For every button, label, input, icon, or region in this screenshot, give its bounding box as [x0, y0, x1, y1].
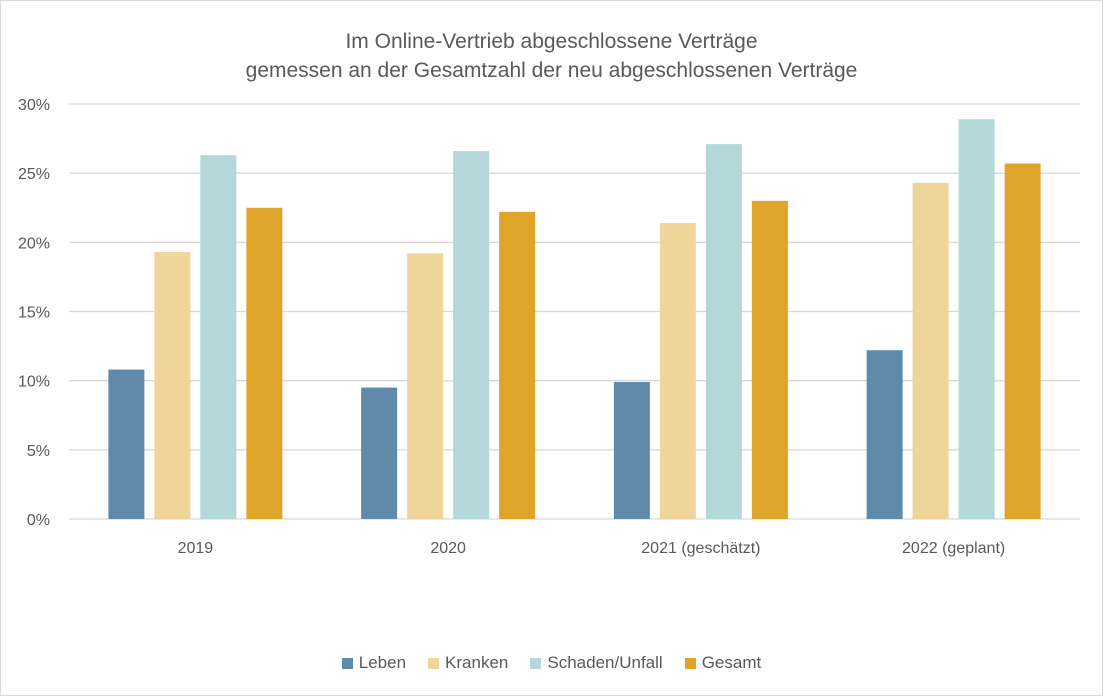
legend-label: Gesamt: [701, 653, 762, 672]
y-tick-label: 15%: [18, 305, 50, 322]
bar-gesamt-1: [499, 211, 536, 519]
chart-title-block: Im Online-Vertrieb abgeschlossene Verträ…: [1, 27, 1102, 85]
bar-leben-2: [613, 382, 650, 519]
bar-gesamt-3: [1004, 163, 1041, 519]
legend-swatch: [530, 657, 542, 669]
y-tick-label: 30%: [18, 97, 50, 114]
legend-swatch: [428, 657, 440, 669]
bar-kranken-0: [154, 252, 191, 519]
legend-item: Gesamt: [684, 653, 762, 673]
bar-schaden-unfall-1: [453, 151, 490, 520]
x-tick-label: 2022 (geplant): [902, 540, 1005, 557]
bar-leben-1: [361, 387, 398, 519]
legend-swatch: [684, 657, 696, 669]
bar-schaden-unfall-2: [705, 144, 742, 519]
bar-kranken-3: [912, 182, 949, 519]
legend-label: Kranken: [445, 653, 509, 672]
y-tick-label: 0%: [27, 512, 50, 529]
y-tick-label: 10%: [18, 374, 50, 391]
bar-kranken-2: [659, 222, 696, 519]
legend-label: Schaden/Unfall: [547, 653, 663, 672]
y-tick-label: 20%: [18, 235, 50, 252]
legend-swatch: [341, 657, 353, 669]
x-tick-label: 2020: [430, 540, 466, 557]
chart-subtitle: gemessen an der Gesamtzahl der neu abges…: [245, 59, 858, 82]
y-tick-label: 5%: [27, 443, 50, 460]
legend-item: Leben: [341, 653, 407, 673]
bar-schaden-unfall-0: [200, 155, 237, 519]
y-tick-label: 25%: [18, 166, 50, 183]
x-tick-label: 2019: [178, 540, 214, 557]
bar-gesamt-2: [751, 200, 788, 520]
bar-leben-3: [866, 350, 903, 519]
legend-label: Leben: [358, 653, 407, 672]
legend-item: Kranken: [428, 653, 508, 673]
bar-gesamt-0: [246, 207, 283, 519]
x-tick-label: 2021 (geschätzt): [641, 540, 760, 557]
chart-legend: Leben Kranken Schaden/Unfall Gesamt: [1, 653, 1102, 673]
bar-schaden-unfall-3: [958, 119, 995, 519]
bar-kranken-1: [407, 253, 444, 519]
bar-leben-0: [108, 369, 145, 519]
legend-item: Schaden/Unfall: [530, 653, 663, 673]
chart-title: Im Online-Vertrieb abgeschlossene Verträ…: [345, 30, 758, 53]
